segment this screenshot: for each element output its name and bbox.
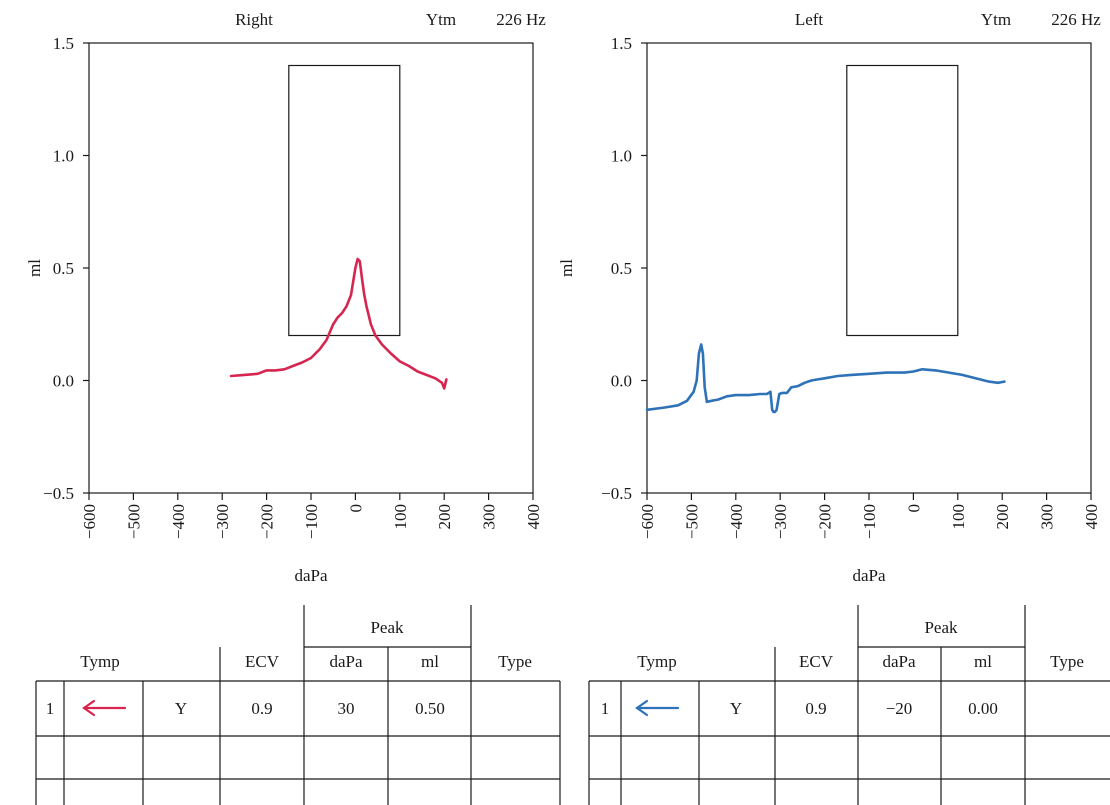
- chart-left-x-ticks: −600 −500 −400 −300 −200 −100 0 100 200 300 400: [638, 493, 1101, 539]
- table-left-header-ecv: ECV: [799, 652, 834, 671]
- chart-left-ytick-label: 0.5: [611, 259, 632, 278]
- table-right-header-dapa: daPa: [329, 652, 363, 671]
- chart-right-x-ticks: −600 −500 −400 −300 −200 −100 0 100 200 300 400: [80, 493, 543, 539]
- table-left-peak-header: Peak: [924, 618, 958, 637]
- chart-right-ytick-label: 1.0: [53, 147, 74, 166]
- table-left-cell-ecv: 0.9: [805, 699, 826, 718]
- left-arrow-icon: [635, 699, 680, 717]
- chart-right-ytick-label: 1.5: [53, 34, 74, 53]
- table-row: 1 Y 0.9 −20 0.00: [601, 699, 998, 718]
- chart-right-xtick-label: 100: [391, 504, 410, 530]
- table-right-header-ecv: ECV: [245, 652, 280, 671]
- chart-right-xtick-label: −200: [258, 504, 277, 539]
- table-right-peak-header: Peak: [370, 618, 404, 637]
- table-left-cell-y: Y: [730, 699, 742, 718]
- chart-right-ytick-label: −0.5: [43, 484, 74, 503]
- chart-left-ylabel: ml: [557, 259, 576, 277]
- chart-left-side-label: Left: [795, 10, 824, 29]
- chart-left-header: Left Ytm 226 Hz: [795, 10, 1101, 29]
- chart-right-series-line: [229, 257, 448, 390]
- chart-left-xtick-label: −100: [860, 504, 879, 539]
- chart-left-normal-box: [846, 64, 959, 337]
- table-right-cell-num: 1: [46, 699, 55, 718]
- chart-left-xtick-label: −200: [816, 504, 835, 539]
- table-right-cell-ecv: 0.9: [251, 699, 272, 718]
- chart-right-xtick-label: −100: [302, 504, 321, 539]
- chart-left-xtick-label: 300: [1038, 504, 1057, 530]
- chart-right-xtick-label: −400: [169, 504, 188, 539]
- chart-right-xtick-label: −300: [213, 504, 232, 539]
- chart-right-header: Right Ytm 226 Hz: [235, 10, 546, 29]
- chart-right-ytick-label: 0.5: [53, 259, 74, 278]
- chart-right-xtick-label: 200: [435, 504, 454, 530]
- chart-right-side-label: Right: [235, 10, 273, 29]
- chart-right-xlabel: daPa: [294, 566, 328, 585]
- table-right-header-type: Type: [498, 652, 532, 671]
- chart-right-mode-label: Ytm: [426, 10, 456, 29]
- chart-left-xtick-label: −500: [682, 504, 701, 539]
- chart-left: Left Ytm 226 Hz 1.5 1.0 0.5 0.0 −0.5 −600 −50…: [557, 10, 1101, 585]
- chart-right-ytick-label: 0.0: [53, 372, 74, 391]
- chart-right-xtick-label: 300: [480, 504, 499, 530]
- table-left-header-dapa: daPa: [882, 652, 916, 671]
- chart-right-plot-frame: [88, 42, 534, 494]
- chart-left-ytick-label: 1.5: [611, 34, 632, 53]
- chart-left-freq-label: 226 Hz: [1051, 10, 1101, 29]
- chart-left-xtick-label: 400: [1082, 504, 1101, 530]
- table-right-cell-y: Y: [175, 699, 187, 718]
- chart-left-xtick-label: −400: [727, 504, 746, 539]
- table-left-cell-ml: 0.00: [968, 699, 998, 718]
- chart-right-xtick-label: 0: [346, 504, 365, 513]
- left-arrow-icon: [82, 699, 127, 717]
- table-left-header-tymp: Tymp: [637, 652, 676, 671]
- chart-right-xtick-label: −600: [80, 504, 99, 539]
- chart-left-xlabel: daPa: [852, 566, 886, 585]
- table-row: 1 Y 0.9 30 0.50: [46, 699, 445, 718]
- table-right-cell-dapa: 30: [338, 699, 355, 718]
- chart-right-normal-box: [288, 64, 401, 337]
- table-right-header-ml: ml: [421, 652, 439, 671]
- chart-left-plot-frame: [646, 42, 1092, 494]
- chart-right-xtick-label: −500: [124, 504, 143, 539]
- chart-left-xtick-label: 100: [949, 504, 968, 530]
- chart-left-series-line: [645, 343, 1006, 414]
- table-left-header-type: Type: [1050, 652, 1084, 671]
- chart-left-xtick-label: 0: [904, 504, 923, 513]
- table-right: Peak Tymp ECV daPa ml Type 1 Y 0.9 30 0.…: [35, 605, 561, 805]
- chart-right: Right Ytm 226 Hz 1.5 1.0 0.5 0.0 −0.5 −600 −5…: [25, 10, 546, 585]
- table-left-header-ml: ml: [974, 652, 992, 671]
- table-right-header-tymp: Tymp: [80, 652, 119, 671]
- chart-right-y-ticks: 1.5 1.0 0.5 0.0 −0.5: [43, 34, 89, 503]
- chart-left-xtick-label: 200: [993, 504, 1012, 530]
- chart-right-xtick-label: 400: [524, 504, 543, 530]
- chart-right-ylabel: ml: [25, 259, 44, 277]
- table-left-cell-num: 1: [601, 699, 610, 718]
- chart-right-freq-label: 226 Hz: [496, 10, 546, 29]
- chart-left-ytick-label: −0.5: [601, 484, 632, 503]
- chart-left-ytick-label: 0.0: [611, 372, 632, 391]
- chart-left-mode-label: Ytm: [981, 10, 1011, 29]
- table-left: Peak Tymp ECV daPa ml Type 1 Y 0.9 −20 0…: [588, 605, 1110, 805]
- table-right-cell-ml: 0.50: [415, 699, 445, 718]
- chart-left-xtick-label: −600: [638, 504, 657, 539]
- chart-left-ytick-label: 1.0: [611, 147, 632, 166]
- chart-left-y-ticks: 1.5 1.0 0.5 0.0 −0.5: [601, 34, 647, 503]
- chart-left-xtick-label: −300: [771, 504, 790, 539]
- table-left-cell-dapa: −20: [886, 699, 913, 718]
